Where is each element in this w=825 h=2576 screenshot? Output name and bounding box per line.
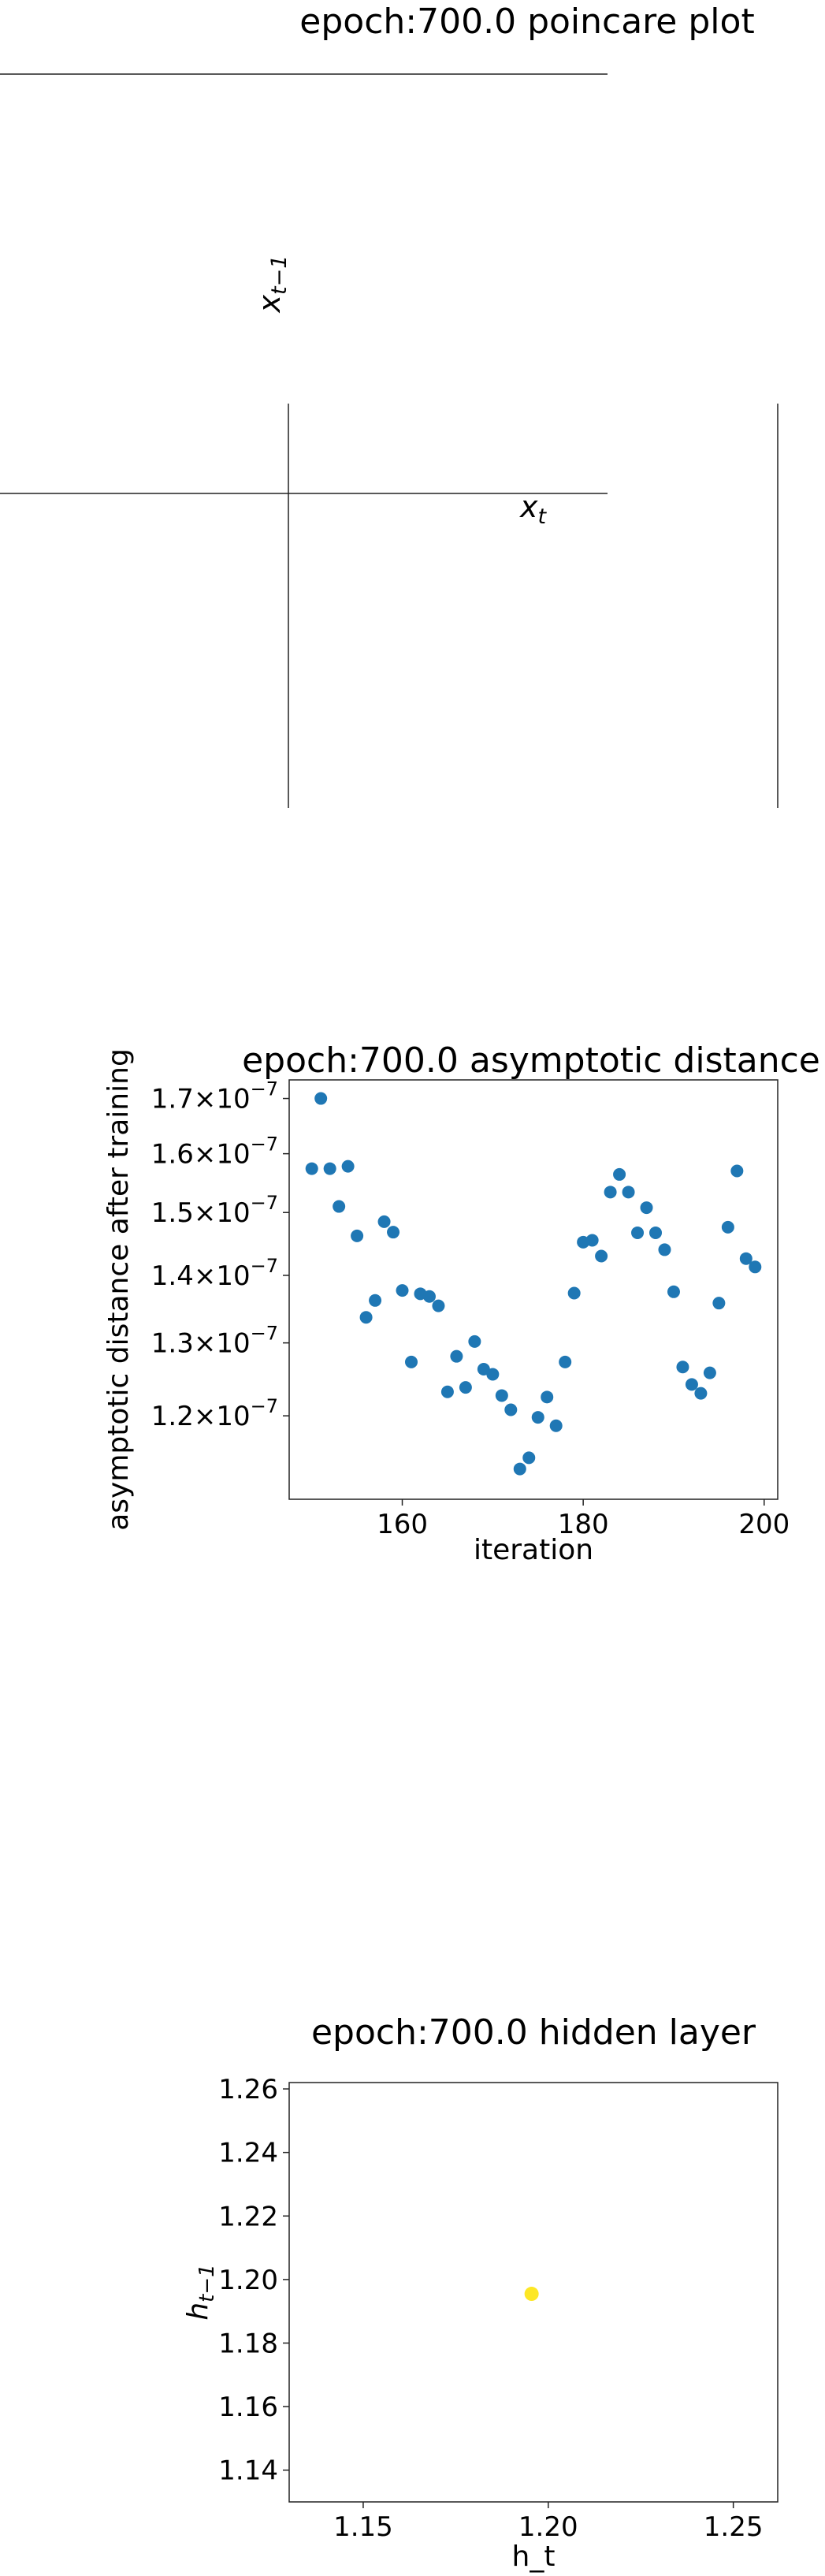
hidden-x-tick-label: 1.25	[704, 2511, 764, 2543]
distance-y-tick-label: 1.7×10−7	[151, 1078, 278, 1115]
distance-point	[694, 1387, 708, 1400]
poincare-chart: epoch:700.0 poincare plot xt−1 xt	[0, 2, 779, 808]
hidden-y-tick-label: 1.26	[218, 2074, 278, 2105]
distance-point	[422, 1290, 436, 1303]
distance-x-tick-label: 200	[738, 1509, 790, 1540]
distance-point	[333, 1200, 346, 1213]
distance-point	[504, 1403, 518, 1416]
hidden-y-tick-label: 1.22	[218, 2201, 278, 2232]
distance-point	[440, 1385, 454, 1398]
hidden-layer-chart: epoch:700.0 hidden layer 1.14 1.16 1.18 1.2…	[182, 2012, 779, 2573]
distance-point	[667, 1285, 680, 1298]
distance-x-tick-label: 180	[558, 1509, 609, 1540]
distance-point	[559, 1355, 572, 1368]
hidden-ylabel: ht−1	[182, 2264, 219, 2320]
hidden-plot-frame	[288, 2082, 779, 2503]
distance-point	[730, 1164, 744, 1178]
poincare-ylabel: xt−1	[252, 255, 292, 314]
distance-point	[405, 1355, 418, 1368]
distance-point	[541, 1390, 554, 1404]
distance-point	[676, 1361, 689, 1374]
distance-point	[314, 1092, 328, 1105]
distance-points	[305, 1092, 762, 1476]
distance-point	[749, 1260, 762, 1274]
distance-point	[513, 1462, 526, 1476]
hidden-x-tick-label: 1.20	[518, 2511, 578, 2543]
distance-y-tick-label: 1.5×10−7	[151, 1192, 278, 1229]
hidden-y-tick-label: 1.24	[218, 2138, 278, 2169]
distance-point	[459, 1381, 472, 1394]
poincare-title: epoch:700.0 poincare plot	[299, 2, 754, 42]
distance-point	[522, 1451, 536, 1465]
distance-x-tick-label: 160	[377, 1509, 428, 1540]
distance-point	[649, 1226, 662, 1239]
distance-point	[351, 1229, 364, 1242]
distance-point	[567, 1286, 581, 1300]
distance-point	[468, 1335, 481, 1348]
distance-point	[369, 1294, 382, 1307]
hidden-y-tick-label: 1.14	[218, 2455, 278, 2487]
distance-y-tick-label: 1.3×10−7	[151, 1323, 278, 1360]
hidden-y-tick-label: 1.18	[218, 2328, 278, 2359]
distance-point	[549, 1419, 563, 1432]
hidden-title: epoch:700.0 hidden layer	[311, 2012, 756, 2053]
distance-point	[450, 1349, 463, 1363]
distance-y-tick-label: 1.4×10−7	[151, 1255, 278, 1292]
distance-x-ticks: 160 180 200	[377, 1499, 790, 1540]
distance-point	[685, 1378, 698, 1391]
hidden-points	[524, 2287, 539, 2302]
distance-point	[585, 1234, 599, 1247]
distance-plot-frame	[288, 1079, 779, 1500]
distance-point	[739, 1252, 753, 1265]
distance-y-tick-label: 1.2×10−7	[151, 1395, 278, 1432]
distance-point	[721, 1220, 734, 1234]
distance-point	[305, 1162, 318, 1175]
distance-point	[613, 1167, 626, 1181]
distance-point	[359, 1311, 373, 1324]
distance-y-tick-label: 1.6×10−7	[151, 1134, 278, 1171]
distance-point	[712, 1297, 726, 1310]
hidden-xlabel: h_t	[512, 2541, 556, 2573]
distance-point	[495, 1389, 508, 1402]
distance-point	[640, 1201, 653, 1215]
hidden-x-tick-label: 1.15	[333, 2511, 393, 2543]
distance-point	[604, 1186, 617, 1199]
distance-point	[323, 1162, 336, 1175]
distance-point	[486, 1368, 500, 1381]
hidden-y-tick-label: 1.20	[218, 2265, 278, 2296]
poincare-xlabel: xt	[519, 490, 548, 529]
distance-point	[658, 1243, 671, 1256]
distance-xlabel: iteration	[474, 1534, 593, 1566]
distance-point	[531, 1411, 544, 1424]
distance-y-ticks: 1.2×10−7 1.3×10−7 1.4×10−7 1.5×10−7 1.6×10−7…	[151, 1078, 289, 1432]
distance-point	[341, 1160, 355, 1173]
hidden-point	[524, 2287, 539, 2302]
hidden-y-ticks: 1.14 1.16 1.18 1.20 1.22 1.24 1.26	[218, 2074, 289, 2487]
hidden-y-tick-label: 1.16	[218, 2392, 278, 2423]
distance-point	[703, 1366, 716, 1379]
distance-point	[387, 1226, 400, 1239]
distance-point	[631, 1226, 645, 1239]
distance-point	[377, 1215, 391, 1228]
distance-title: epoch:700.0 asymptotic distance	[242, 1040, 820, 1081]
distance-chart: epoch:700.0 asymptotic distance 1.2×10−7…	[102, 1040, 820, 1566]
distance-point	[432, 1299, 445, 1312]
distance-ylabel: asymptotic distance after training	[102, 1048, 135, 1531]
distance-point	[595, 1249, 608, 1263]
hidden-x-ticks: 1.15 1.20 1.25	[333, 2502, 763, 2543]
distance-point	[396, 1284, 409, 1297]
distance-point	[622, 1186, 635, 1199]
